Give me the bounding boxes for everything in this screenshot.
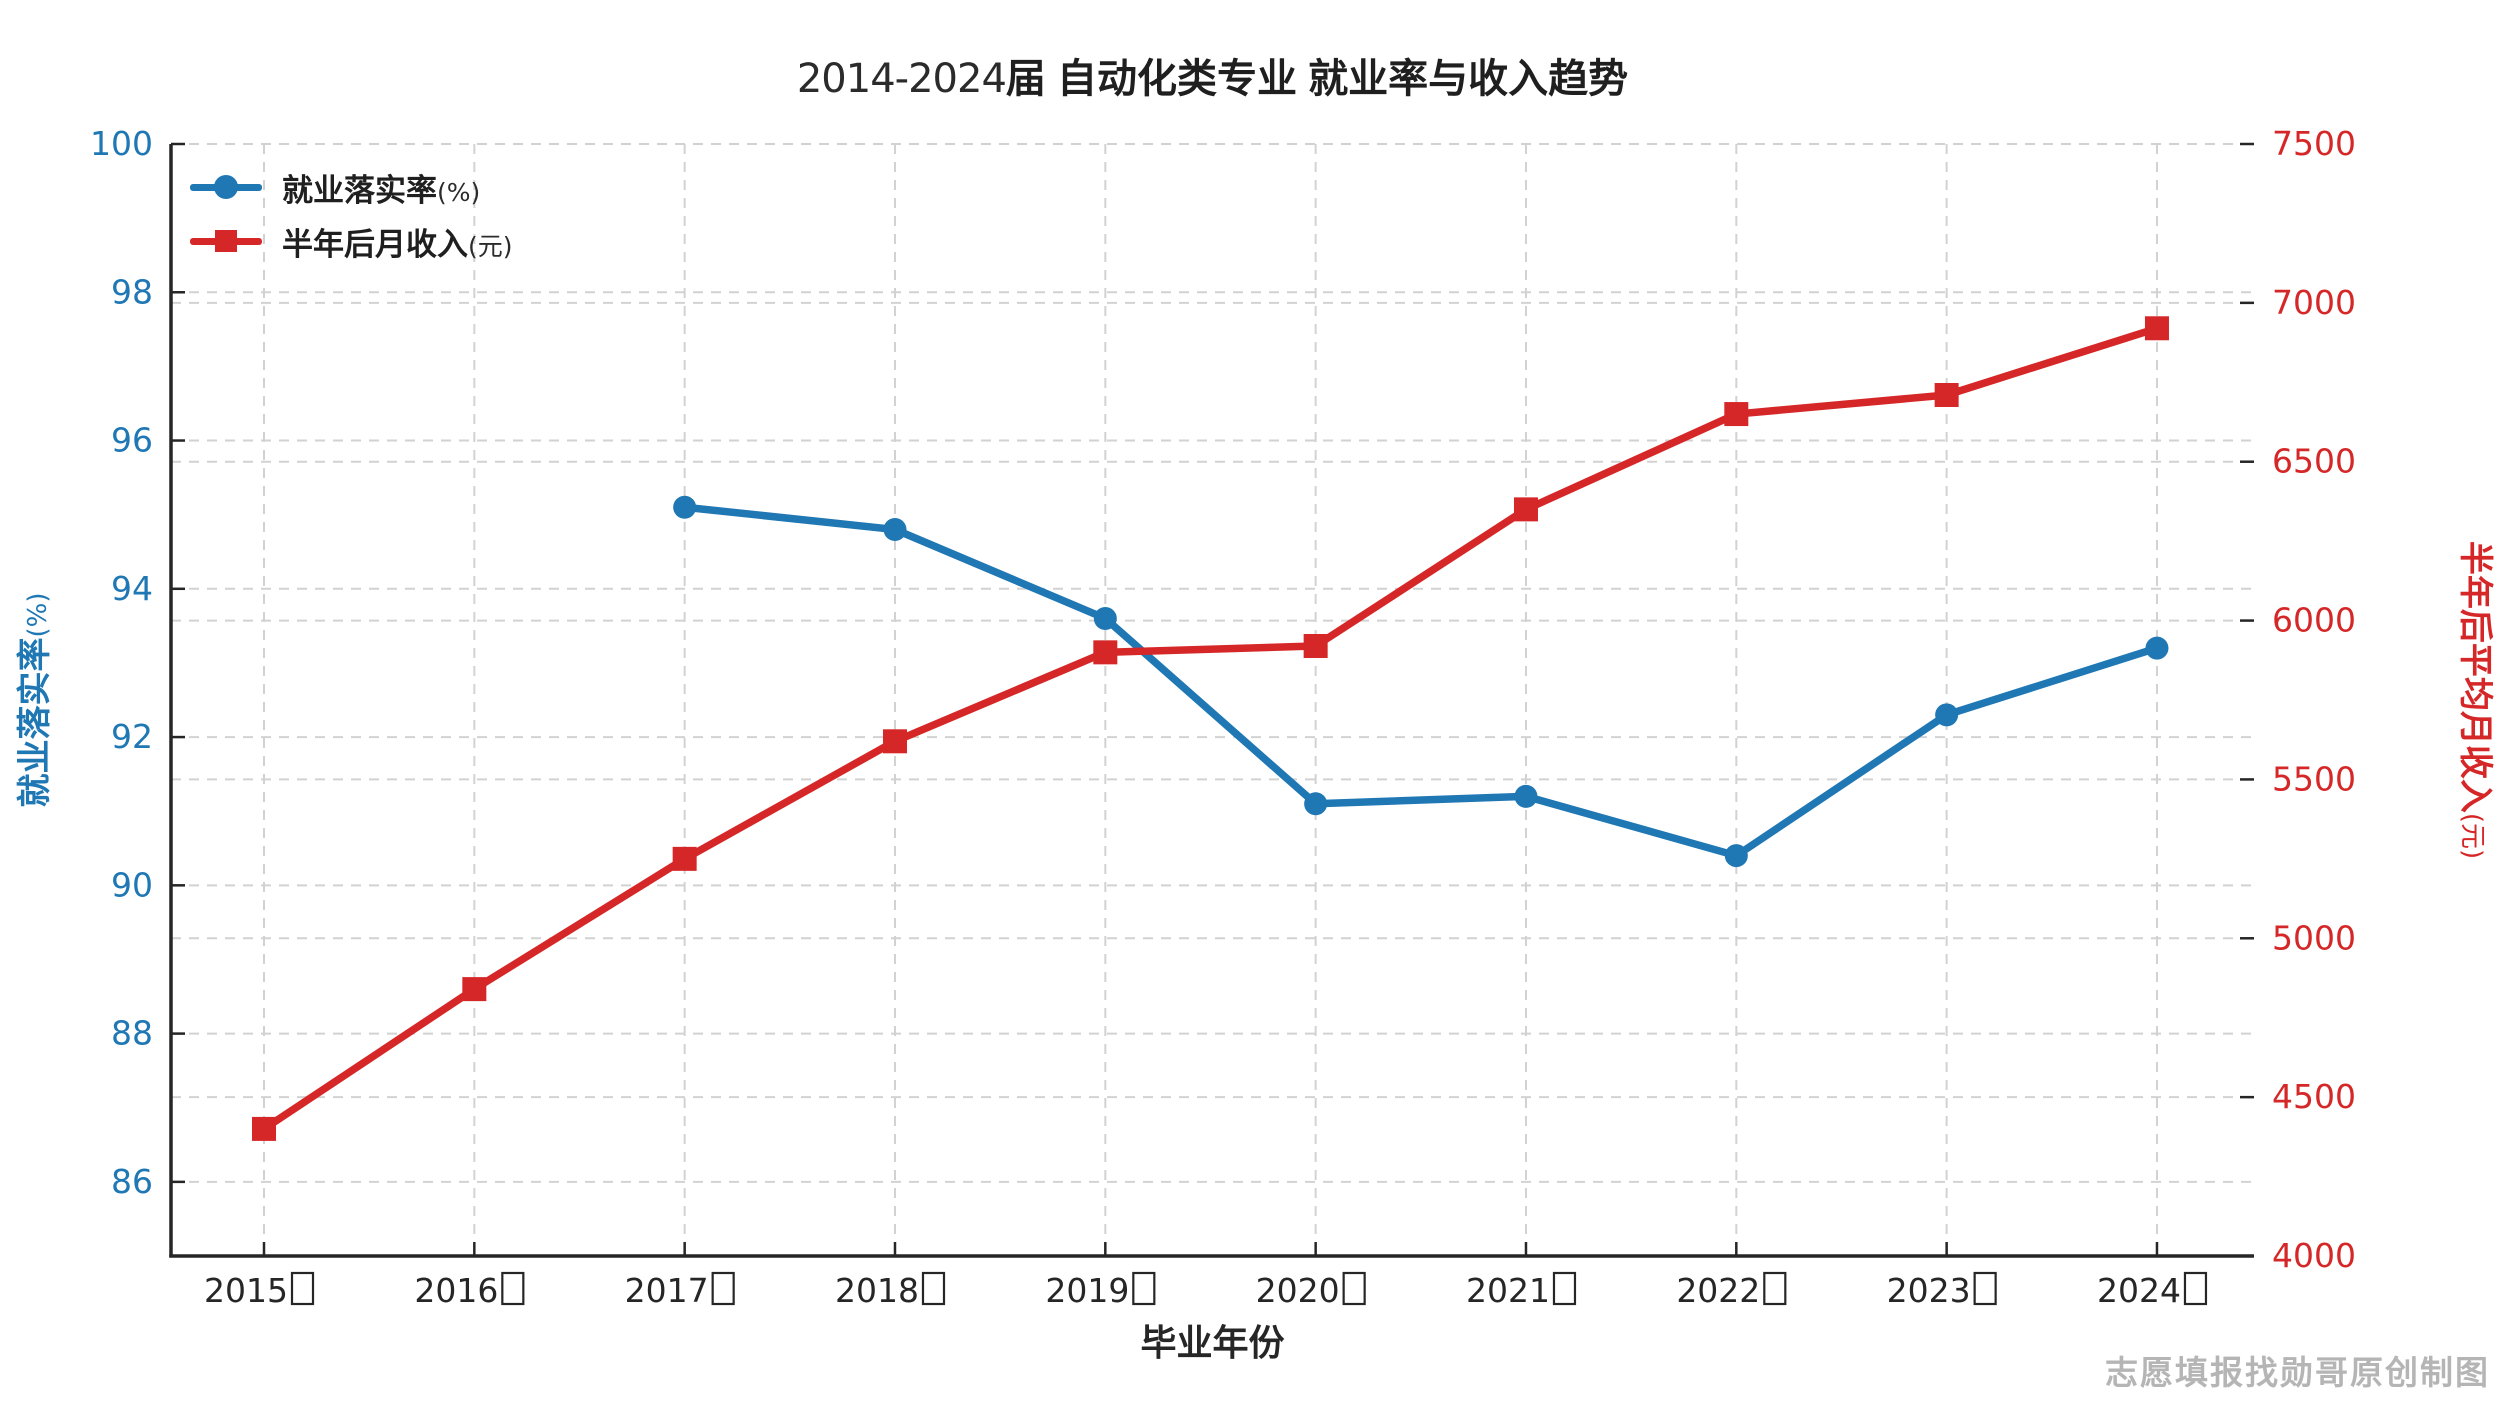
x-tick-missing-glyph-box (1763, 1271, 1787, 1306)
legend-item-income: 半年后月收入(元) (190, 219, 513, 263)
x-tick-missing-glyph-box (1342, 1271, 1366, 1306)
data-point-square (2144, 316, 2169, 341)
left-tick-label: 96 (111, 421, 153, 460)
right-tick-label: 4000 (2272, 1236, 2356, 1275)
left-tick-label: 86 (111, 1162, 153, 1201)
x-tick-label: 2015 (204, 1271, 288, 1310)
data-point-square (252, 1116, 276, 1141)
data-point-circle (2145, 636, 2169, 660)
left-tick-label: 94 (111, 569, 153, 608)
chart-title: 2014-2024届 自动化类专业 就业率与收入趋势 (171, 46, 2254, 104)
data-point-square (1934, 382, 1959, 407)
right-tick-label: 4500 (2272, 1077, 2356, 1116)
data-point-circle (1514, 784, 1538, 808)
right-tick-label: 5500 (2272, 759, 2356, 798)
x-tick-missing-glyph-box (501, 1271, 525, 1306)
y-axis-left-label: 就业落实率(%) (15, 593, 55, 808)
circle-marker-icon (214, 175, 238, 199)
right-tick-label: 7500 (2272, 124, 2356, 163)
data-point-circle (883, 517, 907, 541)
y-axis-right-label: 半年后平均月收入(元) (2455, 541, 2495, 859)
data-point-circle (673, 495, 697, 519)
data-point-square (1513, 497, 1538, 522)
series-line-employment-rate (680, 503, 2161, 860)
x-tick-missing-glyph-box (290, 1271, 315, 1306)
x-tick-missing-glyph-box (1132, 1271, 1156, 1306)
x-tick-label: 2023 (1887, 1271, 1971, 1310)
right-tick-label: 6500 (2272, 442, 2356, 481)
x-tick-label: 2024 (2097, 1271, 2181, 1310)
data-point-square (1093, 640, 1118, 665)
legend: 就业落实率(%) 半年后月收入(元) (190, 165, 513, 263)
x-tick-label: 2022 (1676, 1271, 1760, 1310)
legend-label-income: 半年后月收入(元) (282, 226, 513, 262)
x-tick-missing-glyph-box (711, 1271, 735, 1306)
right-tick-label: 7000 (2272, 283, 2356, 322)
data-point-circle (1935, 703, 1959, 727)
right-tick-label: 6000 (2272, 601, 2356, 640)
chart-title-text: 届 自动化类专业 就业率与收入趋势 (1005, 57, 1629, 101)
x-tick-label: 2020 (1256, 1271, 1340, 1310)
employment-rate-line-swatch (190, 165, 262, 209)
data-point-circle (1093, 606, 1117, 630)
x-tick-label: 2018 (835, 1271, 919, 1310)
x-tick-missing-glyph-box (1552, 1271, 1577, 1306)
income-line-swatch (190, 219, 262, 263)
data-point-square (462, 977, 487, 1002)
x-tick-missing-glyph-box (1973, 1271, 1997, 1306)
x-tick-missing-glyph-box (2183, 1271, 2208, 1306)
left-tick-label: 92 (111, 717, 153, 756)
data-point-square (1724, 402, 1749, 427)
data-point-circle (1724, 844, 1748, 868)
right-tick-label: 5000 (2272, 918, 2356, 957)
left-tick-label: 98 (111, 272, 153, 311)
series-line-income (260, 324, 2161, 1133)
data-point-square (1303, 633, 1328, 658)
x-tick-missing-glyph-box (921, 1271, 946, 1306)
legend-label-employment-rate: 就业落实率(%) (282, 172, 481, 208)
left-tick-label: 88 (111, 1014, 153, 1053)
data-point-square (882, 729, 907, 754)
data-point-square (672, 846, 697, 871)
left-tick-label: 100 (90, 124, 153, 163)
square-marker-icon (215, 230, 237, 252)
chart-title-years: 2014-2024 (796, 56, 1007, 102)
data-point-circle (1304, 792, 1328, 816)
x-tick-label: 2021 (1466, 1271, 1550, 1310)
x-tick-label: 2019 (1045, 1271, 1129, 1310)
x-tick-label: 2017 (625, 1271, 709, 1310)
left-tick-label: 90 (111, 865, 153, 904)
x-axis-label: 毕业年份 (1140, 1323, 1284, 1364)
watermark-text: 志愿填报找勋哥原创制图 (2105, 1354, 2490, 1391)
x-tick-label: 2016 (414, 1271, 498, 1310)
legend-item-employment-rate: 就业落实率(%) (190, 165, 513, 209)
